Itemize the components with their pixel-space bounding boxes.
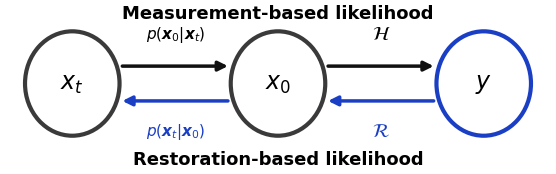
Text: Measurement-based likelihood: Measurement-based likelihood (122, 5, 434, 23)
Text: $y$: $y$ (475, 72, 492, 96)
Text: $\mathcal{H}$: $\mathcal{H}$ (371, 26, 390, 44)
Ellipse shape (231, 31, 325, 136)
Text: $x_t$: $x_t$ (61, 72, 84, 96)
Ellipse shape (436, 31, 531, 136)
Text: $\mathcal{R}$: $\mathcal{R}$ (372, 123, 390, 141)
Text: $p(\boldsymbol{x}_0|\boldsymbol{x}_t)$: $p(\boldsymbol{x}_0|\boldsymbol{x}_t)$ (146, 25, 205, 45)
Text: $p(\boldsymbol{x}_t|\boldsymbol{x}_0)$: $p(\boldsymbol{x}_t|\boldsymbol{x}_0)$ (146, 122, 205, 142)
Text: $x_0$: $x_0$ (265, 72, 291, 96)
Ellipse shape (25, 31, 120, 136)
Text: Restoration-based likelihood: Restoration-based likelihood (133, 151, 423, 169)
